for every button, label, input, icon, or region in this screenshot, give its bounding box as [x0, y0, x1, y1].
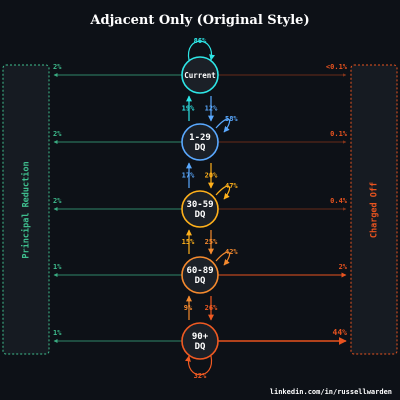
charged-off-value: 0.4%: [330, 197, 348, 205]
state-label: DQ: [195, 276, 206, 286]
self-loop-arrow: [215, 185, 231, 200]
state-circle: [181, 322, 219, 360]
state-label: Current: [184, 71, 216, 80]
principal-reduction-value: 1%: [53, 329, 62, 337]
state-circle: [181, 190, 219, 228]
state-label: DQ: [195, 143, 206, 153]
self-loop-value: 47%: [225, 182, 238, 190]
roll-rate-value: 12%: [205, 105, 218, 113]
state-label: 30-59: [186, 200, 213, 210]
principal-reduction-value: 1%: [53, 263, 62, 271]
cure-rate-value: 15%: [182, 238, 195, 246]
charged-off-label: Charged Off: [370, 182, 380, 238]
cure-rate-value: 17%: [182, 172, 195, 180]
state-circle: [181, 123, 219, 161]
principal-reduction-value: 2%: [53, 130, 62, 138]
roll-rate-value: 25%: [205, 238, 218, 246]
principal-reduction-value: 2%: [53, 197, 62, 205]
edges-layer: 2% <0.1% 2% 0.1% 2% 0.4% 1% 2% 1% 44% 19% 12% 17% 20%…: [53, 37, 348, 380]
roll-rate-value: 20%: [205, 172, 218, 180]
principal-reduction-value: 2%: [53, 63, 62, 71]
charged-off-panel: [350, 64, 398, 355]
self-loop-arrow: [215, 118, 231, 133]
charged-off-value: 44%: [333, 328, 348, 337]
roll-rate-value: 26%: [205, 304, 218, 312]
state-node-dq90: 90+DQ: [181, 322, 219, 360]
state-label: 60-89: [186, 266, 213, 276]
credit-text: linkedin.com/in/russellwarden: [270, 388, 392, 396]
charged-off-value: 2%: [339, 263, 348, 271]
state-label: DQ: [195, 210, 206, 220]
cure-rate-value: 9%: [184, 304, 193, 312]
state-label: 1-29: [189, 133, 211, 143]
self-loop-arrow: [187, 40, 215, 61]
cure-rate-value: 19%: [182, 105, 195, 113]
self-loop-value: 58%: [225, 115, 238, 123]
charged-off-value: <0.1%: [326, 63, 348, 71]
state-label: DQ: [195, 342, 206, 352]
state-label: 90+: [192, 332, 209, 342]
self-loop-value: 86%: [194, 37, 207, 45]
self-loop-value: 32%: [194, 372, 207, 380]
state-circle: [181, 56, 219, 94]
diagram-title: Adjacent Only (Original Style): [89, 13, 309, 28]
state-circle: [181, 256, 219, 294]
self-loop-value: 42%: [225, 248, 238, 256]
self-loop-arrow: [215, 251, 231, 266]
principal-reduction-panel: [2, 64, 50, 355]
charged-off-value: 0.1%: [330, 130, 348, 138]
state-node-current: Current: [181, 56, 219, 94]
self-loop-arrow: [185, 355, 213, 376]
principal-reduction-label: Principal Reduction: [21, 161, 32, 258]
